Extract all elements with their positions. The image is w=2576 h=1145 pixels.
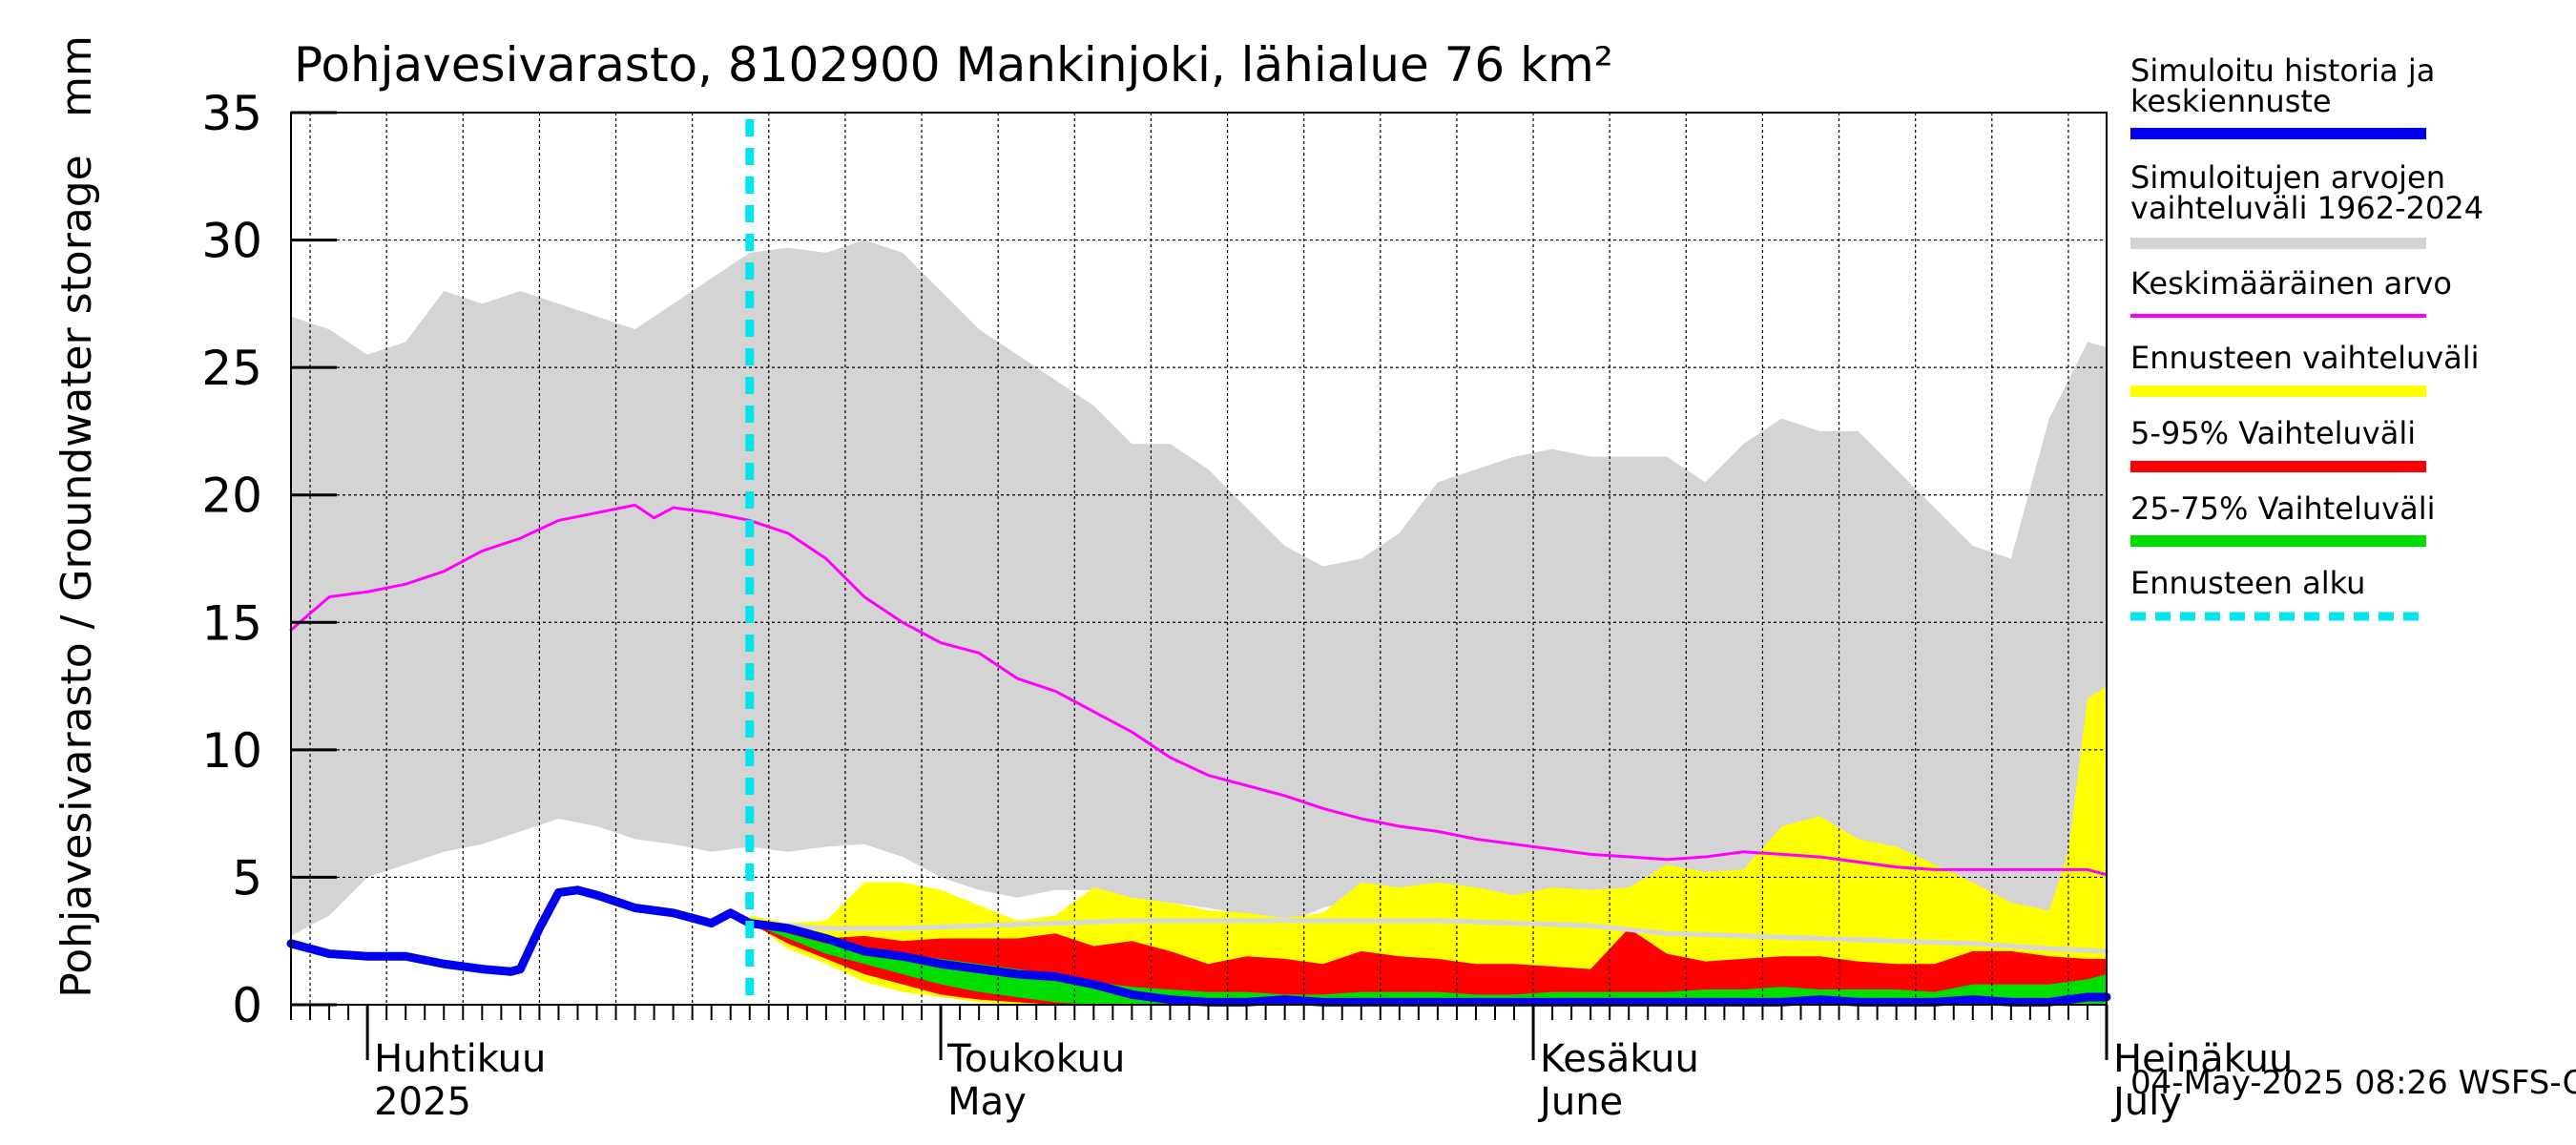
x-month-label-fi: Heinäkuu bbox=[2113, 1037, 2293, 1081]
y-axis-unit: mm bbox=[52, 35, 101, 117]
y-tick-label: 20 bbox=[201, 468, 262, 524]
legend-label: Ennusteen alku bbox=[2130, 565, 2365, 601]
y-tick-label: 15 bbox=[201, 595, 262, 651]
footer-timestamp: 04-May-2025 08:26 WSFS-O bbox=[2130, 1064, 2576, 1102]
x-month-label-en: July bbox=[2110, 1080, 2182, 1124]
chart-title: Pohjavesivarasto, 8102900 Mankinjoki, lä… bbox=[294, 37, 1613, 93]
grid-layer bbox=[291, 113, 2107, 1005]
plot-frame bbox=[290, 112, 2108, 1006]
y-axis-label: Pohjavesivarasto / Groundwater storage bbox=[52, 155, 101, 998]
y-tick-label: 25 bbox=[201, 341, 262, 396]
series-line-keskim-r-inen-arvo bbox=[289, 503, 2109, 877]
y-axis: 0 5 10 15 20 25 30 35 bbox=[201, 86, 337, 1033]
x-month-label-fi: Kesäkuu bbox=[1540, 1037, 1699, 1081]
line-layer bbox=[286, 503, 2111, 1007]
y-tick-label: 5 bbox=[232, 850, 262, 906]
y-tick-label: 0 bbox=[232, 978, 262, 1033]
band-simuloitujen-arvojen-vaihteluv-li-1962-2024 bbox=[291, 239, 2107, 949]
legend-label: Ennusteen vaihteluväli bbox=[2130, 340, 2480, 376]
legend-label: 5-95% Vaihteluväli bbox=[2130, 415, 2416, 451]
legend-label: Simuloitujen arvojen bbox=[2130, 159, 2445, 196]
x-month-label-en: May bbox=[947, 1080, 1027, 1124]
legend-label: vaihteluväli 1962-2024 bbox=[2130, 190, 2483, 226]
legend-label: Simuloitu historia ja bbox=[2130, 52, 2435, 89]
band-ennusteen-vaihteluv-li bbox=[749, 686, 2108, 1005]
x-month-label-fi: Toukokuu bbox=[946, 1037, 1125, 1081]
series-line-ennusteen-mediaani bbox=[747, 918, 2109, 954]
legend-label: keskiennuste bbox=[2130, 83, 2332, 119]
x-month-label-fi: Huhtikuu bbox=[374, 1037, 546, 1081]
legend-label: Keskimääräinen arvo bbox=[2130, 265, 2452, 302]
y-tick-label: 35 bbox=[201, 86, 262, 141]
series-line-simuloitu-historia-ja-keskiennuste bbox=[286, 885, 2111, 1007]
x-month-label-en: 2025 bbox=[374, 1080, 471, 1124]
legend-label: 25-75% Vaihteluväli bbox=[2130, 490, 2435, 527]
y-tick-label: 30 bbox=[201, 214, 262, 269]
x-month-label-en: June bbox=[1537, 1080, 1623, 1124]
y-tick-label: 10 bbox=[201, 723, 262, 779]
